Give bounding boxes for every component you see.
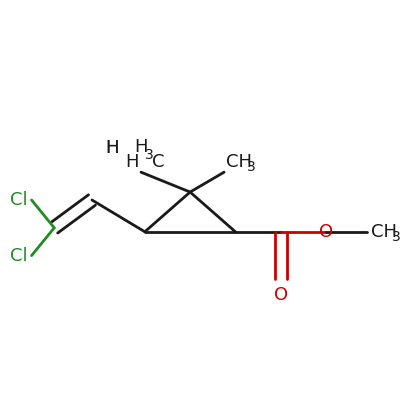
Text: 3: 3	[247, 160, 256, 174]
Text: H: H	[105, 139, 118, 157]
Text: Cl: Cl	[10, 191, 28, 209]
Text: Cl: Cl	[10, 247, 28, 265]
Text: 3: 3	[145, 148, 154, 162]
Text: H: H	[134, 138, 148, 156]
Text: C: C	[152, 153, 164, 171]
Text: CH: CH	[226, 153, 252, 171]
Text: O: O	[319, 223, 333, 241]
Text: O: O	[274, 286, 288, 304]
Text: H: H	[126, 153, 139, 171]
Text: 3: 3	[392, 230, 400, 244]
Text: CH: CH	[371, 223, 397, 241]
Text: H: H	[105, 139, 118, 157]
